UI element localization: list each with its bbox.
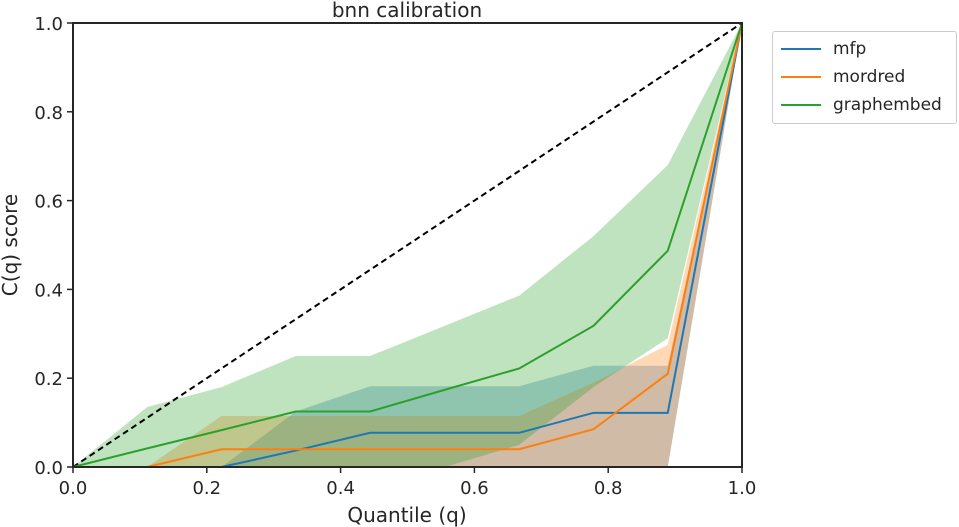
legend-swatch-mfp: [781, 48, 821, 50]
y-tick-label: 1.0: [34, 14, 63, 35]
y-axis-label: C(q) score: [0, 194, 22, 296]
y-tick-label: 0.0: [34, 458, 63, 479]
x-axis-ticks: 0.0 0.2 0.4 0.6 0.8 1.0: [59, 467, 757, 499]
chart-title: bnn calibration: [332, 0, 482, 22]
confidence-bands: [73, 23, 742, 467]
legend-label-mordred: mordred: [833, 67, 906, 87]
plot-frame: [72, 22, 743, 468]
line-graphembed: [72, 22, 743, 468]
y-axis-ticks: 0.0 0.2 0.4 0.6 0.8 1.0: [34, 14, 73, 479]
band-graphembed: [73, 23, 742, 467]
legend-swatch-graphembed: [781, 104, 821, 106]
diagonal-reference-line: [72, 22, 743, 468]
y-tick-label: 0.2: [34, 369, 63, 390]
y-tick-label: 0.4: [34, 280, 63, 301]
legend-swatch-mordred: [781, 76, 821, 78]
x-axis-label: Quantile (q): [347, 503, 466, 527]
y-tick-label: 0.8: [34, 103, 63, 124]
band-mordred: [73, 23, 742, 467]
legend-label-graphembed: graphembed: [833, 95, 942, 115]
legend-label-mfp: mfp: [833, 39, 867, 59]
line-mordred: [73, 22, 743, 468]
x-tick-label: 0.8: [594, 478, 623, 499]
x-tick-label: 0.6: [460, 478, 489, 499]
x-tick-label: 0.0: [59, 478, 88, 499]
y-tick-label: 0.6: [34, 192, 63, 213]
x-tick-label: 1.0: [728, 478, 757, 499]
legend: mfp mordred graphembed: [772, 31, 957, 124]
band-mfp: [73, 23, 742, 467]
x-tick-label: 0.4: [326, 478, 355, 499]
x-tick-label: 0.2: [192, 478, 221, 499]
